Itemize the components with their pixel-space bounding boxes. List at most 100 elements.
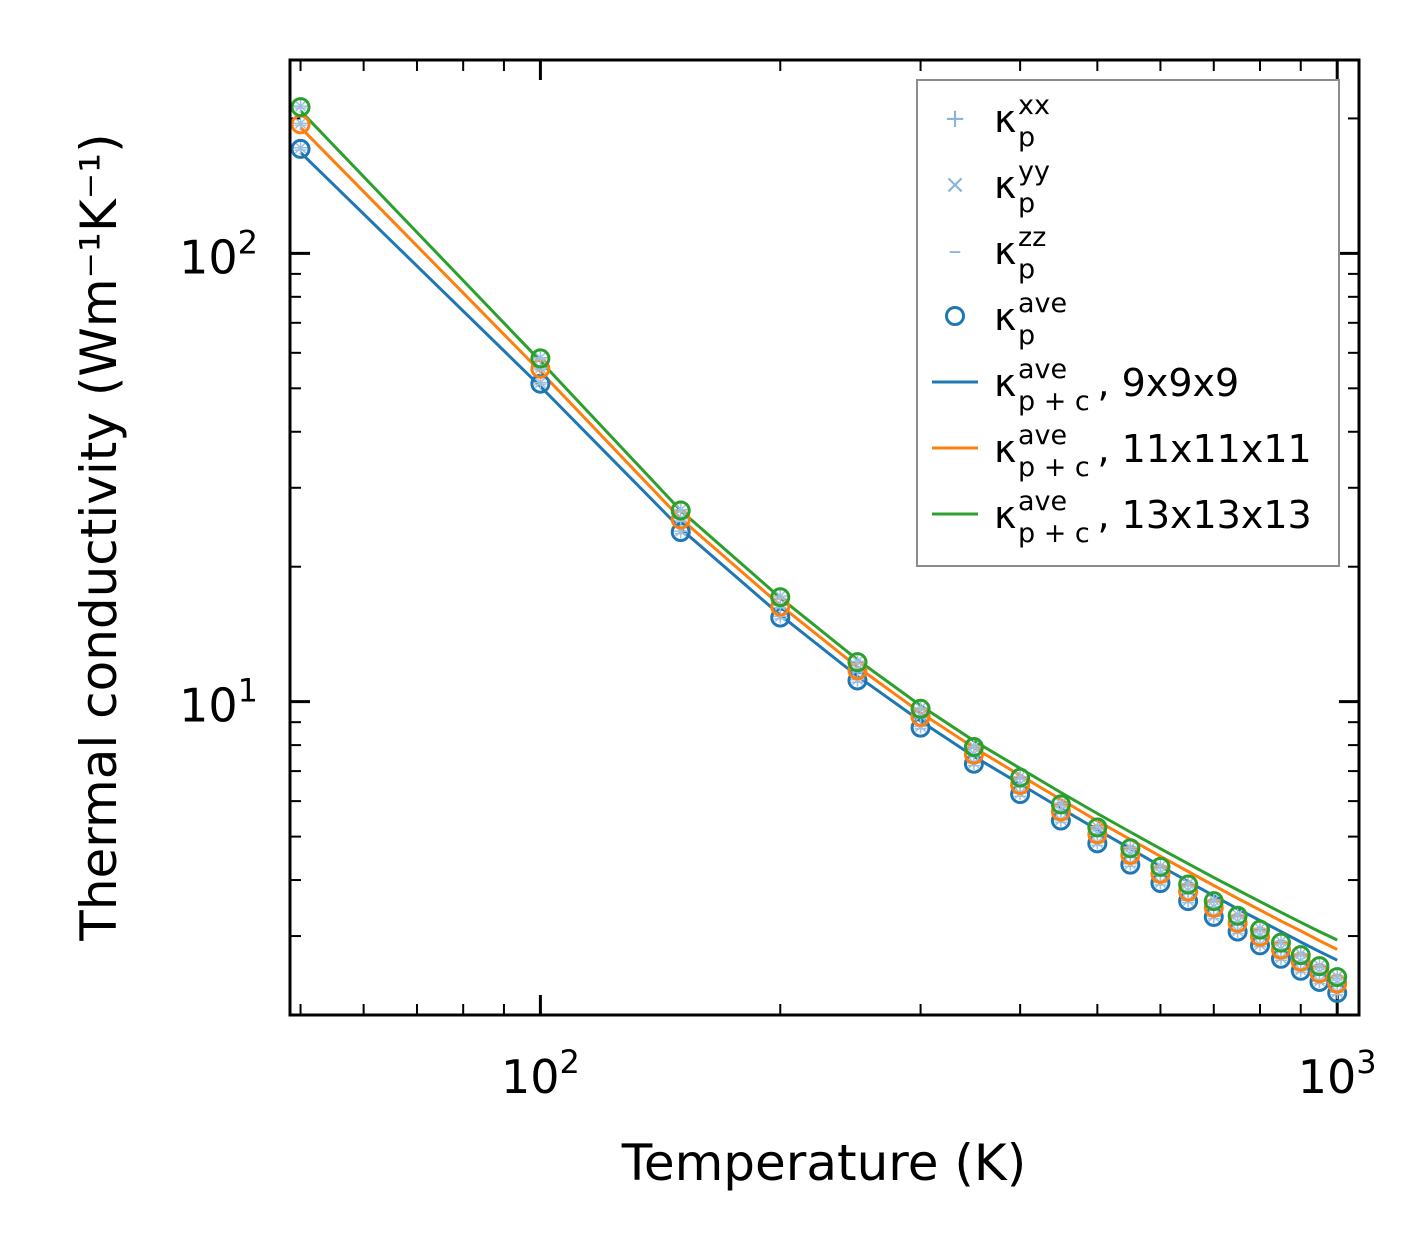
y-tick-label-base: 10	[179, 679, 238, 733]
marker-kave-13x13x13	[1227, 905, 1248, 926]
x-tick-label-base: 10	[501, 1050, 560, 1104]
x-tick-label-base: 10	[1298, 1050, 1357, 1104]
marker-kyy-13x13x13	[1124, 841, 1136, 853]
marker-kyy-13x13x13	[1055, 797, 1067, 809]
marker-kave-13x13x13	[1050, 794, 1071, 815]
marker-kave-13x13x13	[1249, 919, 1270, 940]
legend-label-sub: p	[1018, 122, 1035, 153]
x-tick-label: 103	[1298, 1043, 1377, 1104]
marker-kyy-13x13x13	[534, 352, 546, 364]
legend-label: κxx p	[994, 90, 1050, 153]
marker-kyy-13x13x13	[675, 504, 687, 516]
legend-label-base: κ	[994, 97, 1016, 141]
legend-label-suffix: , 13x13x13	[1098, 493, 1312, 537]
series-line-9x9x9	[299, 151, 1338, 962]
legend-symbol-circle	[945, 306, 965, 326]
marker-kave-13x13x13	[1309, 956, 1330, 977]
marker-kyy-13x13x13	[1014, 771, 1026, 783]
y-tick-label: 102	[179, 223, 258, 284]
legend-label-base: κ	[994, 361, 1016, 405]
legend-label: κave p + c , 13x13x13	[994, 486, 1312, 549]
marker-kyy-13x13x13	[1091, 821, 1103, 833]
legend-entry: – κzz p	[949, 222, 1047, 285]
legend-label-sub: p + c	[1018, 518, 1090, 549]
legend-label-base: κ	[994, 229, 1016, 273]
marker-kave-13x13x13	[290, 97, 311, 118]
marker-kave-13x13x13	[1150, 856, 1171, 877]
legend-symbol-marker: +	[944, 104, 966, 134]
x-tick-label: 102	[501, 1043, 580, 1104]
marker-kave-13x13x13	[1290, 945, 1311, 966]
marker-kyy-13x13x13	[851, 655, 864, 667]
marker-kyy-13x13x13	[1232, 909, 1244, 921]
legend-label: κave p	[994, 288, 1067, 351]
legend-label-sup: ave	[1018, 288, 1067, 319]
series-layer	[290, 97, 1348, 1003]
legend-entry: κave p + c , 11x11x11	[932, 420, 1312, 483]
marker-kave-13x13x13	[1010, 767, 1031, 788]
legend-label-base: κ	[994, 427, 1016, 471]
legend-label-sup: zz	[1018, 222, 1046, 253]
marker-kyy-13x13x13	[1154, 860, 1166, 872]
legend-symbol-marker: ×	[944, 170, 966, 200]
legend-entry: κave p + c , 13x13x13	[932, 486, 1312, 549]
marker-kyy-13x13x13	[1208, 894, 1220, 906]
marker-kyy-13x13x13	[968, 740, 980, 752]
marker-kyy-9x9x9	[534, 377, 546, 389]
legend-label-suffix: , 9x9x9	[1098, 361, 1240, 405]
legend-label-sub: p + c	[1018, 386, 1090, 417]
plot-frame	[288, 58, 1361, 1017]
y-axis-label: Thermal conductivity (Wm⁻¹K⁻¹)	[70, 133, 128, 941]
marker-kave-13x13x13	[1203, 891, 1224, 912]
legend-label: κyy p	[994, 156, 1050, 219]
marker-kave-13x13x13	[530, 348, 551, 369]
legend-entry: κave p	[945, 288, 1067, 351]
marker-kave-13x13x13	[847, 652, 868, 673]
marker-kyy-9x9x9	[295, 142, 307, 154]
legend-label-sub: p	[1018, 254, 1035, 285]
legend-label-sub: p	[1018, 320, 1035, 351]
legend-entry: + κxx p	[944, 90, 1050, 153]
x-tick-label-exp: 2	[559, 1043, 579, 1081]
marker-kyy-13x13x13	[295, 100, 307, 112]
legend-label: κave p + c , 11x11x11	[994, 420, 1312, 483]
legend-label-sup: ave	[1018, 354, 1067, 385]
legend-entry: × κyy p	[944, 156, 1050, 219]
legend-label: κzz p	[994, 222, 1046, 285]
marker-kyy-11x11x11	[295, 117, 307, 129]
marker-kave-13x13x13	[910, 698, 931, 719]
marker-kave-13x13x13	[963, 737, 984, 758]
y-tick-label-exp: 2	[238, 223, 258, 261]
marker-kyy-13x13x13	[1254, 922, 1266, 934]
legend-label-sub: p + c	[1018, 452, 1090, 483]
legend-label: κave p + c , 9x9x9	[994, 354, 1239, 417]
marker-kave-13x13x13	[1327, 967, 1348, 988]
series-line-13x13x13	[299, 109, 1338, 942]
y-tick-label: 101	[179, 672, 258, 733]
legend-label-sup: xx	[1018, 90, 1050, 121]
marker-kyy-13x13x13	[915, 702, 927, 714]
legend-label-sup: ave	[1018, 420, 1067, 451]
legend-label-sup: ave	[1018, 486, 1067, 517]
x-tick-label-exp: 3	[1356, 1043, 1376, 1081]
series-line-11x11x11	[299, 126, 1338, 951]
marker-kave-13x13x13	[670, 500, 691, 521]
marker-kyy-11x11x11	[915, 710, 927, 722]
legend-frame	[916, 79, 1340, 567]
x-axis-label: Temperature (K)	[621, 1134, 1026, 1192]
marker-kave-9x9x9	[530, 373, 551, 394]
marker-kave-13x13x13	[770, 587, 791, 608]
marker-kyy-13x13x13	[1313, 959, 1325, 971]
marker-kave-13x13x13	[1120, 838, 1141, 859]
y-tick-label-exp: 1	[238, 672, 258, 710]
marker-kyy-13x13x13	[1295, 948, 1307, 960]
legend-label-sub: p	[1018, 188, 1035, 219]
marker-kave-13x13x13	[1178, 874, 1199, 895]
marker-kyy-13x13x13	[1331, 970, 1343, 982]
marker-kave-9x9x9	[290, 138, 311, 159]
marker-kyy-13x13x13	[1182, 877, 1194, 890]
marker-kyy-13x13x13	[774, 590, 786, 602]
legend-symbol-marker: –	[949, 236, 962, 266]
